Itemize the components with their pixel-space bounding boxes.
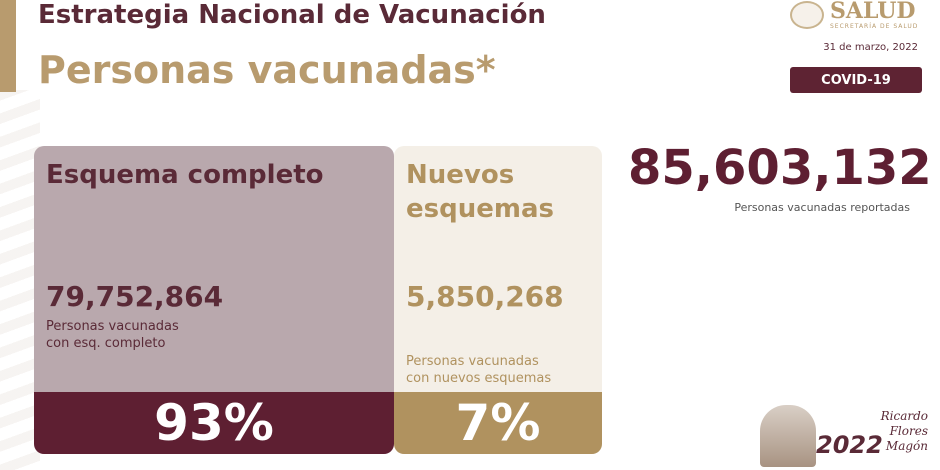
complete-scheme-heading: Esquema completo — [46, 160, 324, 190]
accent-bar — [0, 0, 16, 92]
commemorative-year: 2022 — [816, 431, 883, 459]
logo-secretaria: SECRETARÍA DE SALUD — [830, 23, 919, 30]
page-subtitle: Personas vacunadas* — [38, 48, 496, 92]
covid-badge: COVID-19 — [790, 67, 922, 93]
complete-scheme-percent: 93% — [34, 392, 394, 454]
page-title: Estrategia Nacional de Vacunación — [38, 0, 546, 30]
new-scheme-card: Nuevos esquemas 5,850,268 Personas vacun… — [394, 146, 602, 392]
complete-scheme-card: Esquema completo 79,752,864 Personas vac… — [34, 146, 394, 392]
portrait-image — [760, 405, 816, 467]
total-vaccinated-number: 85,603,132 — [628, 140, 932, 196]
complete-scheme-description: Personas vacunadas con esq. completo — [46, 319, 179, 351]
seal-icon — [790, 1, 824, 29]
new-scheme-number: 5,850,268 — [406, 280, 564, 313]
report-date: 31 de marzo, 2022 — [823, 42, 918, 53]
complete-scheme-number: 79,752,864 — [46, 280, 224, 313]
commemorative-logo: 2022 Ricardo Flores Magón — [760, 405, 930, 467]
background-pattern — [0, 90, 40, 470]
logo-name: SALUD — [830, 0, 916, 24]
new-scheme-percent: 7% — [394, 392, 602, 454]
new-scheme-description: Personas vacunadas con nuevos esquemas — [406, 354, 552, 386]
total-vaccinated-label: Personas vacunadas reportadas — [734, 201, 910, 214]
new-scheme-heading: Nuevos esquemas — [406, 160, 554, 224]
commemorative-name: Ricardo Flores Magón — [880, 409, 928, 453]
salud-logo: SALUD SECRETARÍA DE SALUD — [790, 0, 918, 30]
